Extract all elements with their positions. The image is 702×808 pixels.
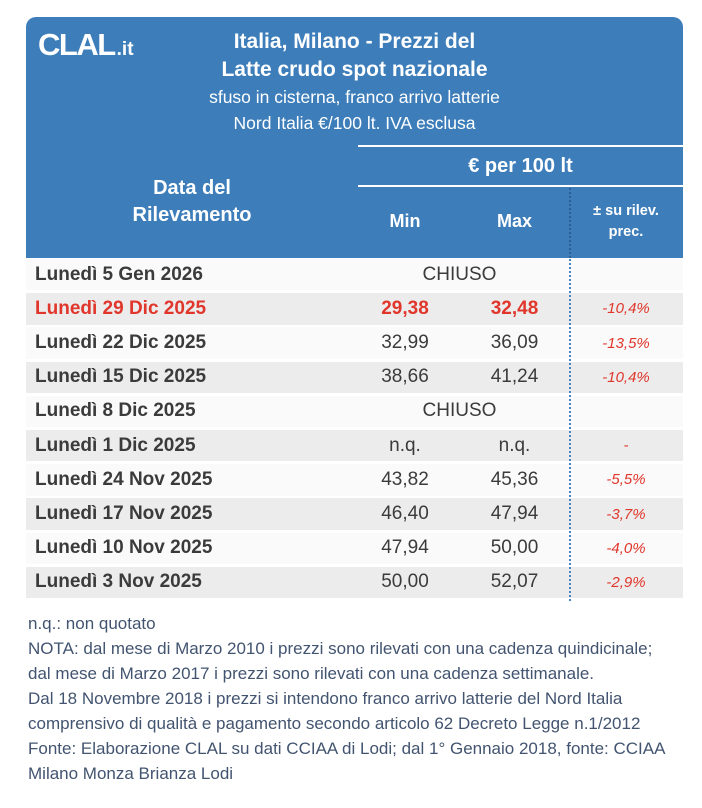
row-date: Lunedì 29 Dic 2025 (35, 297, 207, 319)
table-row: Lunedì 3 Nov 2025 50,00 52,07 -2,9% (26, 566, 683, 599)
row-change: -10,4% (602, 368, 650, 386)
price-table-body: Lunedì 5 Gen 2026 CHIUSO Lunedì 29 Dic 2… (26, 259, 683, 601)
row-min: 50,00 (381, 571, 429, 593)
column-header-change: ± su rilev. prec. (569, 185, 683, 258)
row-max: 47,94 (490, 503, 539, 524)
row-max: 45,36 (490, 468, 539, 490)
row-max: 41,24 (490, 366, 539, 388)
table-row: Lunedì 24 Nov 2025 43,82 45,36 -5,5% (26, 464, 683, 496)
row-date: Lunedì 17 Nov 2025 (35, 503, 213, 524)
change-column-divider-body (569, 259, 571, 601)
row-status: CHIUSO (422, 400, 497, 422)
row-max: n.q. (498, 434, 531, 456)
page-title-line1: Italia, Milano - Prezzi del (233, 30, 476, 53)
page-title-line2: Latte crudo spot nazionale (221, 58, 488, 81)
table-row: Lunedì 17 Nov 2025 46,40 47,94 -3,7% (26, 498, 683, 530)
row-date: Lunedì 10 Nov 2025 (35, 537, 213, 559)
header-panel: CLAL .it Italia, Milano - Prezzi del Latt… (26, 17, 683, 258)
row-change: -3,7% (606, 505, 646, 523)
row-change: -4,0% (606, 539, 646, 557)
page-subtitle-line1: sfuso in cisterna, franco arrivo latteri… (209, 87, 500, 107)
row-date: Lunedì 3 Nov 2025 (35, 571, 202, 593)
column-header-date-line1: Data del (153, 176, 231, 199)
row-status: CHIUSO (422, 263, 497, 285)
row-min: 38,66 (381, 366, 429, 388)
clal-logo-text: CLAL (38, 27, 116, 62)
table-row-latest: Lunedì 29 Dic 2025 29,38 32,48 -10,4% (26, 293, 683, 325)
row-min: n.q. (389, 434, 421, 456)
column-header-date: Data del Rilevamento (26, 145, 358, 258)
table-row: Lunedì 22 Dic 2025 32,99 36,09 -13,5% (26, 327, 683, 359)
column-header-min: Min (389, 211, 421, 231)
footnotes: n.q.: non quotato NOTA: dal mese di Marz… (28, 611, 670, 786)
row-change: -10,4% (602, 300, 650, 318)
price-group-top-rule (358, 145, 683, 147)
footnote-nota: NOTA: dal mese di Marzo 2010 i prezzi so… (28, 639, 653, 683)
column-header-date-line2: Rilevamento (132, 203, 252, 226)
row-min: 32,99 (381, 332, 429, 354)
footnote-nq: n.q.: non quotato (28, 614, 156, 633)
row-change: - (623, 437, 629, 455)
title-block: Italia, Milano - Prezzi del Latte crudo … (26, 28, 683, 136)
row-date: Lunedì 15 Dic 2025 (35, 366, 207, 388)
column-header-change-line1: ± su rilev. (593, 202, 659, 219)
clal-logo-suffix: .it (116, 39, 134, 60)
page-subtitle-line2: Nord Italia €/100 lt. IVA esclusa (233, 113, 476, 133)
price-group-bottom-rule (358, 185, 683, 187)
table-row: Lunedì 1 Dic 2025 n.q. n.q. - (26, 429, 683, 462)
row-max: 36,09 (490, 332, 539, 354)
row-min: 47,94 (381, 537, 429, 559)
row-max: 52,07 (490, 571, 539, 593)
price-unit-header: € per 100 lt (468, 154, 573, 177)
table-row: Lunedì 5 Gen 2026 CHIUSO (26, 259, 683, 291)
row-max: 50,00 (490, 537, 539, 559)
row-date: Lunedì 24 Nov 2025 (35, 468, 213, 490)
table-row: Lunedì 15 Dic 2025 38,66 41,24 -10,4% (26, 361, 683, 393)
table-row: Lunedì 8 Dic 2025 CHIUSO (26, 395, 683, 428)
row-date: Lunedì 8 Dic 2025 (35, 400, 196, 422)
row-change: -13,5% (602, 334, 650, 352)
footnote-fonte: Fonte: Elaborazione CLAL su dati CCIAA d… (28, 739, 665, 783)
table-row: Lunedì 10 Nov 2025 47,94 50,00 -4,0% (26, 532, 683, 564)
column-header-change-line2: prec. (608, 223, 644, 240)
column-header-max: Max (496, 211, 532, 231)
row-change: -2,9% (606, 573, 646, 591)
row-date: Lunedì 22 Dic 2025 (35, 332, 207, 354)
row-date: Lunedì 1 Dic 2025 (35, 434, 196, 456)
row-change: -5,5% (606, 471, 646, 489)
row-min: 43,82 (381, 468, 429, 490)
row-min: 46,40 (381, 503, 429, 524)
row-max: 32,48 (490, 297, 539, 319)
change-column-divider-header (569, 188, 571, 258)
row-min: 29,38 (381, 297, 429, 319)
footnote-decreto: Dal 18 Novembre 2018 i prezzi si intendo… (28, 689, 641, 733)
row-date: Lunedì 5 Gen 2026 (35, 263, 203, 285)
clal-logo[interactable]: CLAL .it (38, 27, 134, 63)
